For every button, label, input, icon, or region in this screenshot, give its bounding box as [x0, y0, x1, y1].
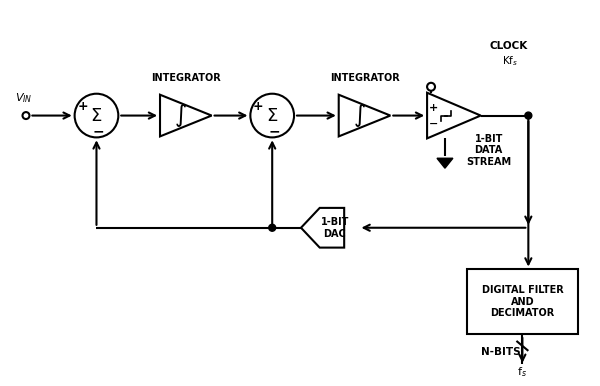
- Text: $\int$: $\int$: [175, 102, 187, 129]
- Text: −: −: [268, 124, 280, 139]
- Text: N-BITS: N-BITS: [481, 347, 520, 357]
- Text: −: −: [428, 119, 438, 129]
- Text: f$_s$: f$_s$: [517, 365, 527, 379]
- Text: $\Sigma$: $\Sigma$: [266, 107, 278, 125]
- Text: $\Sigma$: $\Sigma$: [91, 107, 103, 125]
- Text: 1-BIT
DAC: 1-BIT DAC: [320, 217, 349, 239]
- Circle shape: [525, 112, 532, 119]
- Text: −: −: [92, 124, 104, 139]
- Text: 1-BIT
DATA
STREAM: 1-BIT DATA STREAM: [466, 134, 511, 167]
- Text: $\int$: $\int$: [353, 102, 366, 129]
- Circle shape: [269, 224, 275, 231]
- Text: DIGITAL FILTER
AND
DECIMATOR: DIGITAL FILTER AND DECIMATOR: [482, 285, 563, 318]
- Polygon shape: [427, 93, 481, 139]
- Polygon shape: [160, 95, 212, 136]
- Polygon shape: [437, 158, 453, 168]
- Text: +: +: [428, 103, 437, 113]
- Text: +: +: [253, 100, 263, 113]
- Bar: [467, 269, 578, 334]
- Text: INTEGRATOR: INTEGRATOR: [329, 73, 400, 83]
- Text: $V_{IN}$: $V_{IN}$: [15, 91, 33, 105]
- Circle shape: [74, 94, 118, 137]
- Text: +: +: [77, 100, 88, 113]
- Polygon shape: [301, 208, 344, 247]
- Circle shape: [250, 94, 294, 137]
- Text: CLOCK: CLOCK: [490, 41, 527, 51]
- Polygon shape: [339, 95, 391, 136]
- Text: INTEGRATOR: INTEGRATOR: [151, 73, 221, 83]
- Text: Kf$_s$: Kf$_s$: [502, 54, 518, 68]
